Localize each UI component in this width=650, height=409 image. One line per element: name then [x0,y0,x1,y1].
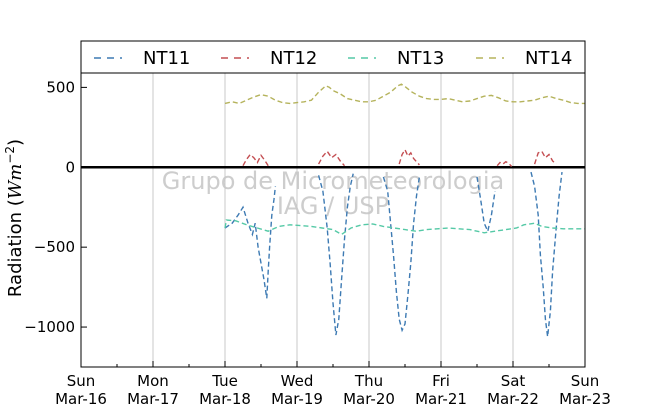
series-line-nt11 [317,173,354,336]
series-line-nt14 [224,83,585,105]
legend-label-nt12: NT12 [270,48,317,69]
x-tick-label-date: Mar-23 [559,390,611,408]
legend: NT11 NT12 NT13 NT14 [80,40,586,74]
legend-box [80,40,586,74]
grid [152,73,514,367]
series-line-nt12 [533,150,557,165]
x-tick-label-date: Mar-22 [487,390,539,408]
series-line-nt11 [476,176,496,234]
series-line-nt12 [317,150,346,167]
y-axis-label-close: ) [5,139,26,146]
series-line-nt12 [398,148,420,166]
legend-label-nt13: NT13 [397,48,444,69]
series-nt14 [224,83,585,105]
x-tick-label-weekday: Sun [571,372,600,390]
series-line-nt12 [242,153,269,167]
y-tick-label: −1000 [24,318,75,336]
watermark-line-1: Grupo de Micrometeorologia [162,167,504,195]
x-tick-label-weekday: Wed [281,372,314,390]
series-line-nt11 [224,186,277,299]
y-axis-label-exponent: −2 [3,146,17,164]
x-tick-label-date: Mar-21 [415,390,467,408]
x-tick-label-date: Mar-20 [343,390,395,408]
watermark: Grupo de Micrometeorologia IAG / USP [162,167,504,220]
x-tick-label-weekday: Thu [354,372,383,390]
x-tick-label-date: Mar-16 [55,390,107,408]
legend-label-nt14: NT14 [525,48,572,69]
series-line-nt13 [224,219,585,236]
series-line-nt12 [496,160,513,167]
legend-label-nt11: NT11 [143,48,190,69]
y-tick-label: −500 [34,238,75,256]
y-axis-label: Radiation (Wm−2) [3,139,26,297]
series-nt13 [224,219,585,236]
ticks: SunMar-16MonMar-17TueMar-18WedMar-19ThuM… [24,78,611,408]
y-axis-label-math: Wm [5,164,26,200]
watermark-line-2: IAG / USP [277,192,389,220]
y-axis-label-text: Radiation ( [5,199,26,297]
series-nt11 [224,171,563,337]
x-tick-label-weekday: Sun [67,372,96,390]
x-tick-label-weekday: Sat [501,372,526,390]
x-tick-label-date: Mar-17 [127,390,179,408]
series [224,83,585,337]
x-tick-label-weekday: Fri [432,372,450,390]
x-tick-label-date: Mar-18 [199,390,251,408]
series-line-nt11 [382,176,421,333]
x-tick-label-weekday: Mon [137,372,169,390]
series-nt12 [242,148,557,167]
x-tick-label-weekday: Tue [211,372,238,390]
y-tick-label: 0 [65,158,75,176]
series-line-nt11 [530,171,563,337]
x-tick-label-date: Mar-19 [271,390,323,408]
y-tick-label: 500 [46,78,75,96]
